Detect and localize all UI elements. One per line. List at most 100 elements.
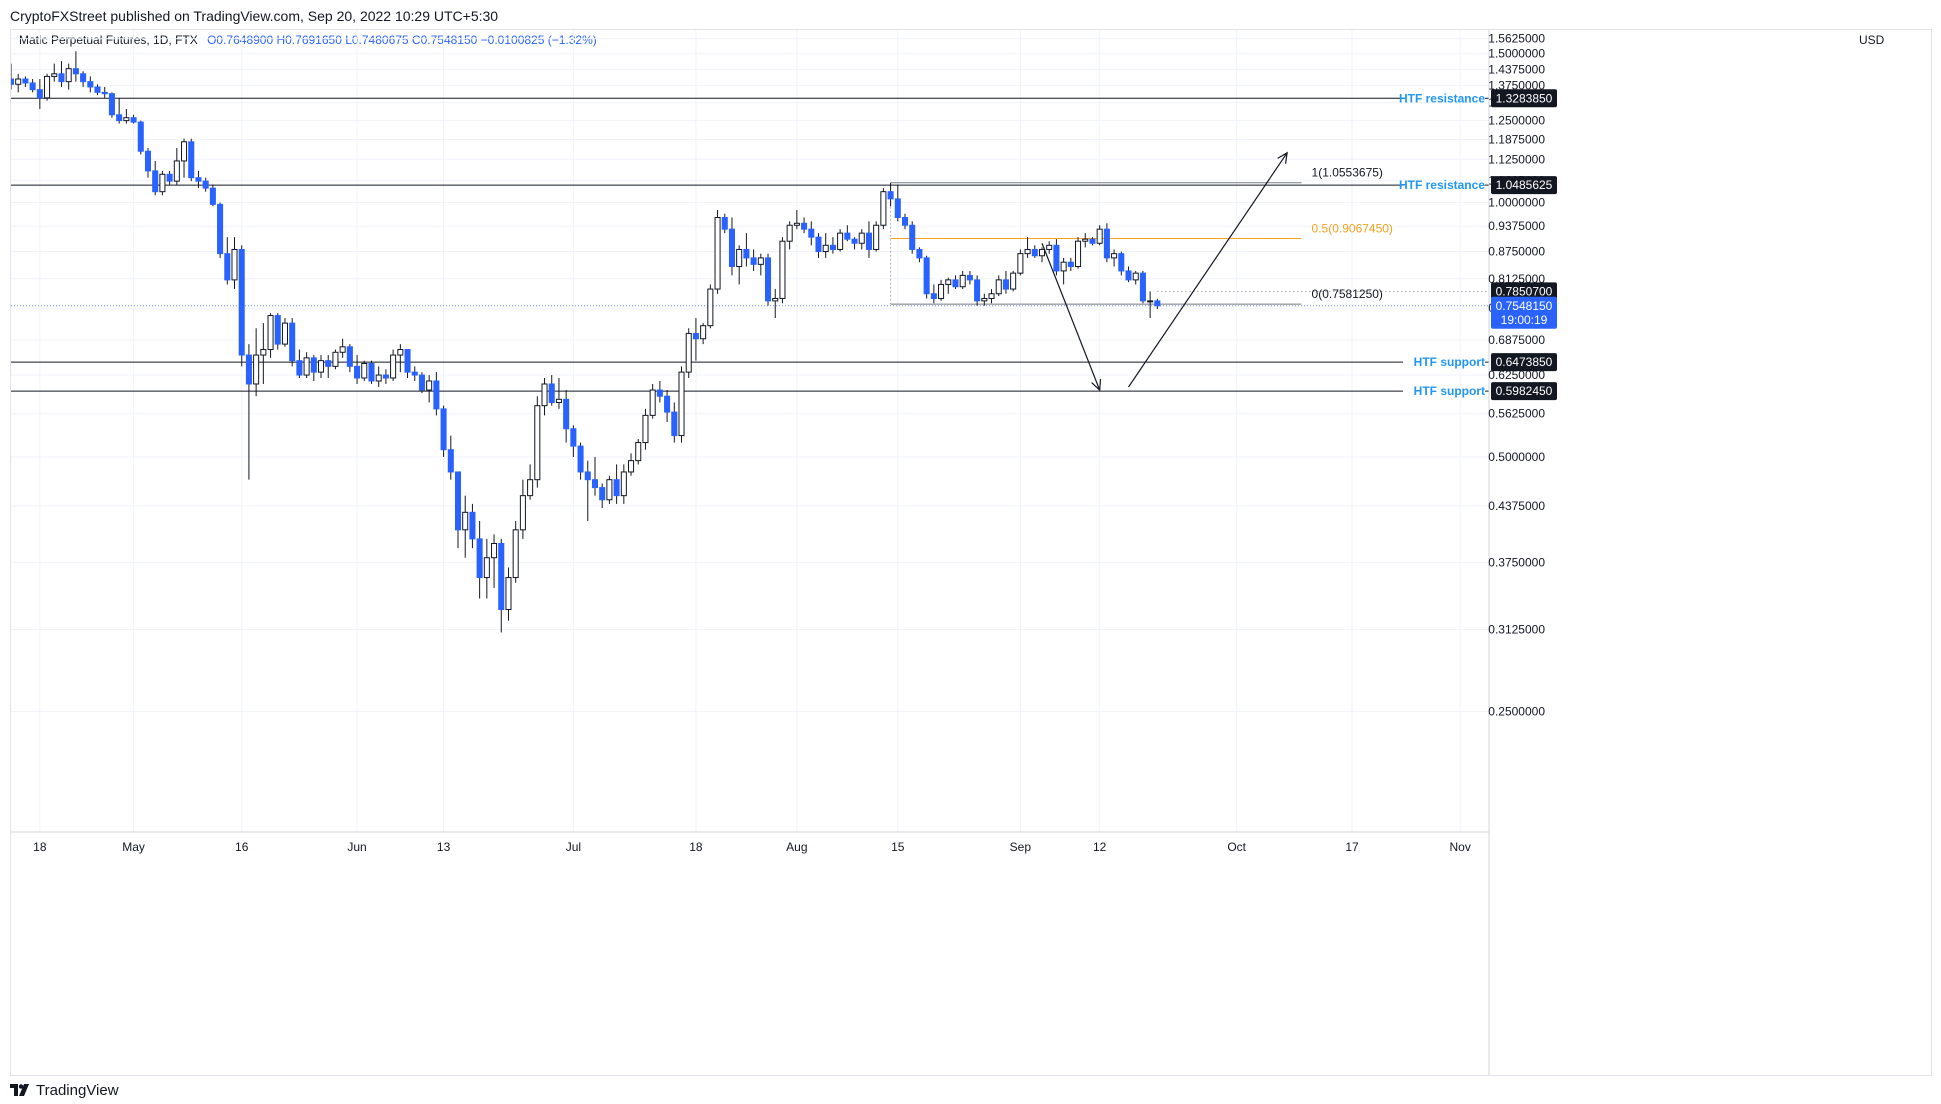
- candle-body-down: [1067, 261, 1074, 268]
- publisher-line: CryptoFXStreet published on TradingView.…: [10, 8, 499, 24]
- chart-panel[interactable]: Matic Perpetual Futures, 1D, FTX O0.7648…: [10, 29, 1932, 1076]
- candle-body-up: [1147, 300, 1154, 303]
- candle-body-down: [137, 121, 144, 152]
- candle: [793, 209, 800, 230]
- candle-body-down: [1031, 248, 1038, 257]
- candle: [974, 275, 981, 306]
- candle-body-up: [1075, 240, 1082, 268]
- candle-body-up: [873, 224, 880, 250]
- legend-symbol: Matic Perpetual Futures, 1D, FTX: [19, 33, 198, 47]
- candle-body-up: [1024, 248, 1031, 255]
- candle: [130, 114, 137, 124]
- candle: [325, 355, 332, 379]
- candle-body-down: [974, 279, 981, 302]
- fib-label: 0.5(0.9067450): [1312, 221, 1393, 235]
- y-tick-label: 0.8750000: [1488, 245, 1545, 259]
- candle: [865, 221, 872, 258]
- candle: [577, 442, 584, 480]
- candle-body-down: [296, 360, 303, 376]
- time-axis[interactable]: 18 May 16 Jun 13 Jul 18 Aug 15 Sep 12 Oct 17 Nov: [11, 831, 1489, 854]
- level-label: HTF resistance: [1399, 178, 1485, 192]
- candle-body-up: [707, 288, 714, 327]
- candle: [613, 464, 620, 504]
- candle: [995, 275, 1002, 297]
- candle-body-down: [476, 538, 483, 579]
- candle: [188, 138, 195, 182]
- last-price-tag-bg: [1491, 296, 1557, 329]
- x-tick-label: May: [122, 840, 145, 854]
- candle-body-down: [728, 228, 735, 268]
- candle: [750, 249, 757, 271]
- projection-arrows[interactable]: [1041, 151, 1288, 392]
- candle: [664, 390, 671, 422]
- candle-body-up: [51, 73, 58, 77]
- candle-body-up: [1096, 228, 1103, 244]
- candle: [144, 148, 152, 178]
- candle: [29, 79, 36, 93]
- candle: [354, 355, 361, 384]
- candle: [938, 279, 945, 301]
- candle: [411, 366, 418, 381]
- candle-body-down: [570, 428, 577, 447]
- candle-body-down: [923, 257, 930, 295]
- candle: [87, 76, 94, 93]
- level-price-tag-text: 0.6473850: [1496, 355, 1553, 369]
- candle-body-down: [743, 248, 750, 259]
- candle: [1103, 223, 1110, 263]
- candle-body-up: [339, 346, 346, 353]
- candle: [505, 567, 512, 621]
- level-price-tag-bg: [1491, 382, 1557, 401]
- candle-body-down: [101, 91, 108, 95]
- candle: [1060, 257, 1067, 285]
- candle-body-down: [224, 253, 231, 281]
- candle: [1139, 270, 1146, 304]
- fibonacci-retracement[interactable]: 1(1.0553675) 0.5(0.9067450) 0(0.7581250): [890, 166, 1393, 305]
- candle: [945, 277, 952, 294]
- candle-body-down: [721, 217, 728, 230]
- candle: [375, 366, 382, 387]
- candle: [635, 439, 642, 465]
- candle: [440, 405, 447, 457]
- candle: [692, 318, 699, 361]
- x-tick-label: 13: [437, 840, 451, 854]
- candle-body-down: [202, 180, 209, 189]
- candle-body-down: [865, 232, 872, 250]
- candle: [498, 538, 505, 633]
- candle: [671, 402, 678, 443]
- candle-body-down: [80, 73, 87, 83]
- candle-body-up: [519, 495, 526, 531]
- candle-body-down: [152, 170, 159, 193]
- candle: [1125, 266, 1132, 283]
- candle-body-down: [909, 224, 916, 250]
- candlestick-chart[interactable]: Matic Perpetual Futures, 1D, FTX O0.7648…: [11, 30, 1931, 1075]
- candle: [447, 435, 454, 480]
- level-price-tag: 1.3283850: [1491, 89, 1557, 108]
- candle-body-down: [584, 471, 591, 481]
- candles: [11, 51, 1161, 633]
- candle: [1096, 225, 1103, 246]
- candle-body-up: [260, 349, 267, 356]
- candle: [923, 255, 930, 299]
- candle-body-up: [858, 232, 865, 244]
- candle-body-down: [440, 408, 447, 451]
- candle: [707, 284, 714, 329]
- candle-body-down: [289, 322, 296, 362]
- candle: [476, 520, 483, 599]
- candle: [988, 289, 995, 304]
- candle-body-up: [995, 279, 1002, 295]
- candle: [894, 184, 901, 222]
- candle-body-down: [166, 173, 173, 182]
- candle-body-down: [498, 543, 505, 610]
- candle-body-down: [613, 479, 620, 497]
- candle-body-up: [15, 78, 22, 85]
- candle-body-up: [267, 315, 274, 351]
- candle-body-up: [837, 232, 844, 250]
- candle: [159, 170, 166, 196]
- candle-body-down: [454, 471, 462, 531]
- x-tick-label: Oct: [1227, 840, 1246, 854]
- candle-body-up: [44, 75, 51, 99]
- candle: [966, 270, 973, 285]
- last-price-value: 0.7548150: [1496, 299, 1553, 313]
- candle-body-up: [685, 332, 692, 373]
